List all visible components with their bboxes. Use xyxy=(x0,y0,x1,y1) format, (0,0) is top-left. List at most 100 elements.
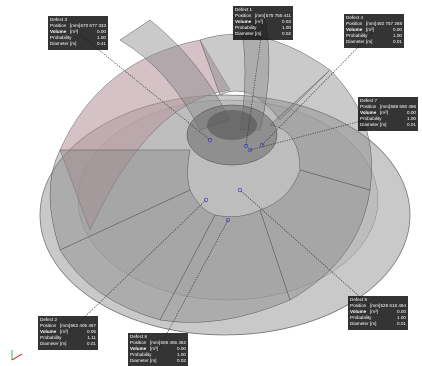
box-bg xyxy=(48,16,108,50)
leader-line xyxy=(157,219,229,351)
row-value: 1.00 xyxy=(397,315,406,320)
row-label: Diameter xyxy=(346,39,365,44)
row-label: Position xyxy=(40,323,57,328)
row-label: Probability xyxy=(130,352,152,357)
row-unit: [m³] xyxy=(380,110,388,115)
row-value: 0.41 xyxy=(97,41,106,46)
row-label: Volume xyxy=(360,110,377,115)
row-unit: [mm] xyxy=(370,303,380,308)
row-value: 0.01 xyxy=(407,122,416,127)
row-unit: [m] xyxy=(70,41,76,46)
box-bg xyxy=(38,316,98,350)
row-label: Diameter xyxy=(130,358,149,363)
leader-line xyxy=(67,199,207,334)
box-bg xyxy=(348,296,408,330)
row-value: 662 405 467 xyxy=(70,323,96,328)
defect-title: Defect 6 xyxy=(130,334,148,339)
row-label: Probability xyxy=(346,33,368,38)
row-label: Volume xyxy=(235,19,252,24)
impeller xyxy=(39,19,411,336)
row-unit: [m³] xyxy=(366,27,374,32)
row-unit: [m³] xyxy=(370,309,378,314)
box-bg xyxy=(344,14,404,48)
defect-title: Defect 7 xyxy=(360,98,378,103)
defect-title: Defect 3 xyxy=(50,17,68,22)
defect-marker xyxy=(247,147,253,153)
row-label: Volume xyxy=(50,29,67,34)
row-unit: [mm] xyxy=(366,21,376,26)
row-value: 0.00 xyxy=(407,110,416,115)
row-value: 1.00 xyxy=(177,352,186,357)
row-value: 1.00 xyxy=(282,25,291,30)
row-unit: [m³] xyxy=(60,329,68,334)
row-label: Position xyxy=(130,340,147,345)
row-label: Position xyxy=(360,104,377,109)
leader-line xyxy=(77,32,211,141)
row-unit: [mm] xyxy=(380,104,390,109)
row-value: 0.01 xyxy=(87,341,96,346)
row-label: Position xyxy=(235,13,252,18)
row-unit: [mm] xyxy=(70,23,80,28)
row-value: 0.05 xyxy=(87,329,96,334)
row-label: Probability xyxy=(350,315,372,320)
box-bg xyxy=(128,333,188,366)
row-unit: [m³] xyxy=(255,19,263,24)
row-unit: [m] xyxy=(255,31,261,36)
leader-line xyxy=(261,30,375,146)
row-label: Diameter xyxy=(235,31,254,36)
defect-marker xyxy=(243,143,249,149)
row-label: Position xyxy=(350,303,367,308)
row-unit: [m] xyxy=(60,341,66,346)
leader-line xyxy=(239,189,379,314)
row-value: 0.02 xyxy=(177,358,186,363)
row-value: 575 755 411 xyxy=(266,13,292,18)
defect-title: Defect 4 xyxy=(346,15,364,20)
leader-lines xyxy=(67,22,389,351)
row-value: 0.01 xyxy=(393,39,402,44)
row-label: Probability xyxy=(235,25,257,30)
row-value: 525 618 494 xyxy=(380,303,406,308)
row-label: Volume xyxy=(346,27,363,32)
row-value: 0.00 xyxy=(393,27,402,32)
row-value: 0.01 xyxy=(397,321,406,326)
defect-marker xyxy=(203,197,209,203)
row-label: Probability xyxy=(50,35,72,40)
row-value: 506 455 482 xyxy=(160,340,186,345)
defect-title: Defect 2 xyxy=(40,317,58,322)
row-label: Diameter xyxy=(50,41,69,46)
axis-triad xyxy=(11,350,23,361)
row-label: Probability xyxy=(360,116,382,121)
row-label: Probability xyxy=(40,335,62,340)
row-value: 1.00 xyxy=(97,35,106,40)
row-unit: [m³] xyxy=(70,29,78,34)
defect-marker xyxy=(225,217,231,223)
box-bg xyxy=(358,97,418,131)
row-label: Position xyxy=(346,21,363,26)
defect-title: Defect 5 xyxy=(350,297,368,302)
row-label: Diameter xyxy=(350,321,369,326)
defect-title: Defect 1 xyxy=(235,7,253,12)
row-label: Volume xyxy=(350,309,367,314)
row-value: 588 650 496 xyxy=(390,104,416,109)
row-unit: [m] xyxy=(380,122,386,127)
row-unit: [mm] xyxy=(150,340,160,345)
row-value: 0.00 xyxy=(397,309,406,314)
row-label: Diameter xyxy=(360,122,379,127)
defect-marker xyxy=(207,137,213,143)
row-value: 670 677 333 xyxy=(80,23,106,28)
row-unit: [m³] xyxy=(150,346,158,351)
row-value: 0.03 xyxy=(282,19,291,24)
row-unit: [m] xyxy=(366,39,372,44)
row-value: 1.00 xyxy=(407,116,416,121)
row-value: 0.00 xyxy=(97,29,106,34)
row-value: 1.00 xyxy=(393,33,402,38)
